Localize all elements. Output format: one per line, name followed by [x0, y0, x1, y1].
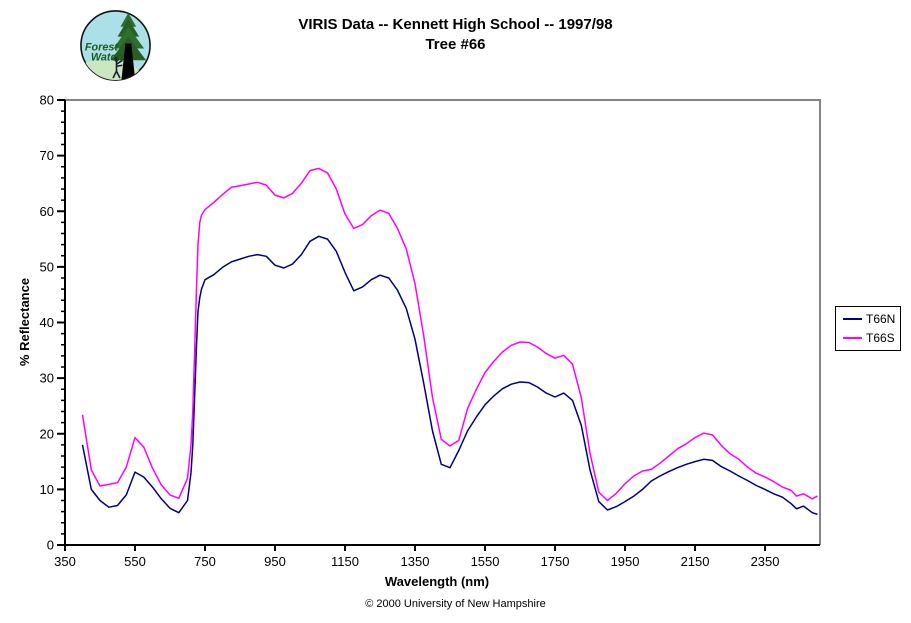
y-tick-label: 0 [47, 538, 54, 553]
y-tick-label: 50 [40, 259, 54, 274]
x-tick-label: 1750 [541, 554, 570, 569]
chart-title-line2: Tree #66 [425, 36, 486, 53]
x-tick-label: 750 [194, 554, 216, 569]
x-tick-label: 1350 [401, 554, 430, 569]
x-tick-label: 1150 [331, 554, 359, 569]
copyright-footer: © 2000 University of New Hampshire [365, 598, 546, 610]
person-icon [112, 56, 123, 79]
x-tick-label: 2150 [681, 554, 710, 569]
series-line-t66n [81, 235, 818, 516]
logo-text-watch: Watch [91, 51, 124, 63]
x-tick-label: 2350 [751, 554, 780, 569]
x-tick-label: 950 [264, 554, 286, 569]
y-tick-label: 70 [40, 148, 54, 163]
x-axis-title: Wavelength (nm) [384, 574, 490, 589]
x-tick-label: 1550 [471, 554, 500, 569]
legend: T66N T66S [835, 306, 901, 351]
y-tick-label: 20 [40, 426, 54, 441]
y-tick-label: 10 [40, 482, 54, 497]
logo-text-forest: Forest [85, 41, 119, 53]
pine-tree-icon [110, 12, 147, 81]
series-line-t66s [81, 167, 818, 502]
y-tick-label: 40 [40, 315, 54, 330]
legend-label-t66n: T66N [866, 312, 896, 326]
legend-line-t66n [843, 318, 862, 320]
y-tick-label: 80 [40, 93, 54, 108]
y-tick-label: 30 [40, 371, 54, 386]
x-tick-label: 550 [124, 554, 146, 569]
y-tick-label: 60 [40, 204, 54, 219]
forest-watch-logo: Forest Watch [80, 10, 151, 81]
legend-item-t66n: T66N [843, 312, 900, 326]
y-axis-title: % Reflectance [17, 277, 32, 367]
chart-title-line1: VIRIS Data -- Kennett High School -- 199… [298, 16, 613, 33]
legend-line-t66s [843, 337, 862, 339]
chart-title: VIRIS Data -- Kennett High School -- 199… [0, 15, 911, 55]
x-tick-label: 1950 [611, 554, 640, 569]
legend-label-t66s: T66S [866, 331, 895, 345]
x-tick-label: 350 [54, 554, 76, 569]
legend-item-t66s: T66S [843, 331, 900, 345]
